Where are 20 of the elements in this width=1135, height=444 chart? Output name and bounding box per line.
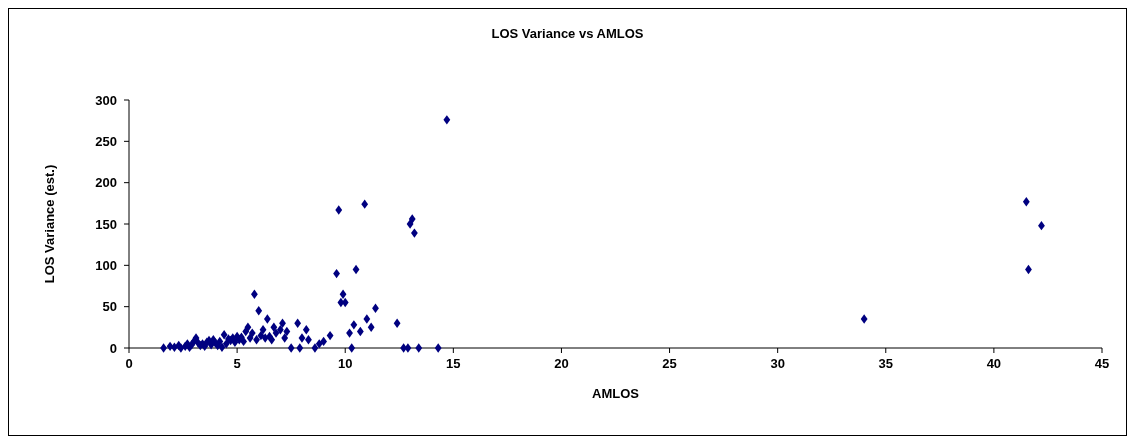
y-tick-label: 0 [109,340,117,356]
x-tick-label: 20 [554,356,569,371]
x-tick-label: 40 [986,356,1002,371]
y-tick-label: 150 [95,216,117,232]
y-tick-label: 300 [95,92,117,108]
y-tick-label: 250 [95,133,117,149]
x-tick-label: 10 [337,356,353,371]
y-tick-label: 200 [95,175,117,191]
y-axis-title: LOS Variance (est.) [42,164,57,284]
x-tick-label: 45 [1094,356,1110,371]
chart-title: LOS Variance vs AMLOS [491,26,644,41]
x-tick-label: 35 [878,356,894,371]
x-tick-label: 25 [662,356,677,371]
x-axis-title: AMLOS [592,386,640,401]
x-tick-label: 5 [233,356,241,371]
x-tick-label: 30 [770,356,785,371]
x-tick-label: 0 [125,356,133,371]
x-tick-label: 15 [446,356,461,371]
y-tick-label: 100 [95,257,117,273]
y-tick-label: 50 [102,299,117,315]
